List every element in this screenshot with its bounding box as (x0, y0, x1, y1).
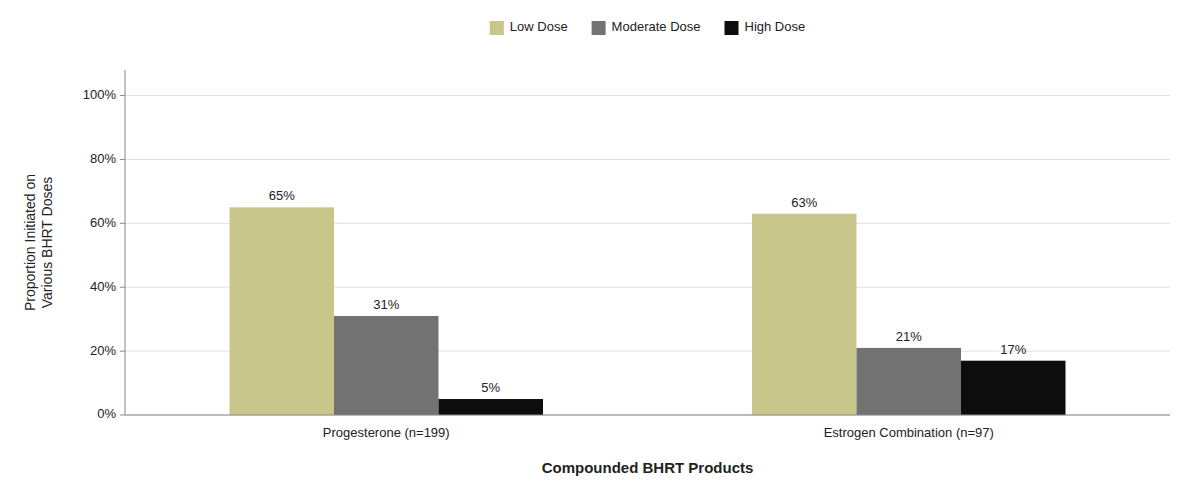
legend-label: High Dose (745, 19, 806, 34)
legend-swatch (592, 21, 606, 35)
x-tick-label: Progesterone (n=199) (323, 425, 450, 440)
y-tick-label: 60% (90, 215, 116, 230)
data-labels: 65% 63% 31% 21% 5% 17% (269, 188, 1027, 395)
x-axis: Progesterone (n=199) Estrogen Combination… (125, 415, 1170, 440)
bars (230, 207, 1066, 415)
y-tick-label: 40% (90, 279, 116, 294)
legend-item: High Dose (725, 19, 806, 35)
y-axis-title: Proportion Initiated onVarious BHRT Dose… (22, 174, 55, 311)
data-label: 63% (791, 195, 817, 210)
bar (961, 361, 1066, 415)
legend-swatch (725, 21, 739, 35)
chart: 0% 20% 40% 60% 80% 100% 65% 63% 31% 21% 5% 17% Proge… (0, 0, 1200, 503)
legend-label: Low Dose (510, 19, 568, 34)
y-tick (120, 159, 125, 160)
grid-line (125, 415, 1170, 416)
y-tick-label: 20% (90, 343, 116, 358)
grid-line (125, 95, 1170, 96)
data-label: 21% (896, 329, 922, 344)
data-label: 17% (1000, 342, 1026, 357)
y-tick (120, 95, 125, 96)
data-label: 31% (373, 297, 399, 312)
y-tick (120, 287, 125, 288)
x-axis-line (125, 415, 1170, 416)
bar (857, 348, 962, 415)
y-tick (120, 351, 125, 352)
grid-line (125, 159, 1170, 160)
bar (230, 207, 335, 415)
grid (125, 96, 1170, 415)
bar (439, 399, 544, 415)
y-tick (120, 415, 125, 416)
x-tick-label: Estrogen Combination (n=97) (824, 425, 994, 440)
y-tick-label: 0% (97, 406, 116, 421)
legend-label: Moderate Dose (612, 19, 701, 34)
legend: Low Dose Moderate Dose High Dose (490, 19, 805, 35)
bar (334, 316, 439, 415)
y-tick (120, 223, 125, 224)
data-label: 65% (269, 188, 295, 203)
legend-swatch (490, 21, 504, 35)
data-label: 5% (481, 380, 500, 395)
bar (752, 214, 857, 415)
page: {"chart_data": { "type": "bar", "xlabel"… (0, 0, 1200, 503)
x-axis-title: Compounded BHRT Products (542, 459, 754, 476)
y-axis-line (125, 70, 126, 415)
y-axis: 0% 20% 40% 60% 80% 100% (83, 70, 125, 421)
legend-item: Low Dose (490, 19, 568, 35)
legend-item: Moderate Dose (592, 19, 701, 35)
y-tick-label: 100% (83, 87, 117, 102)
y-tick-label: 80% (90, 151, 116, 166)
